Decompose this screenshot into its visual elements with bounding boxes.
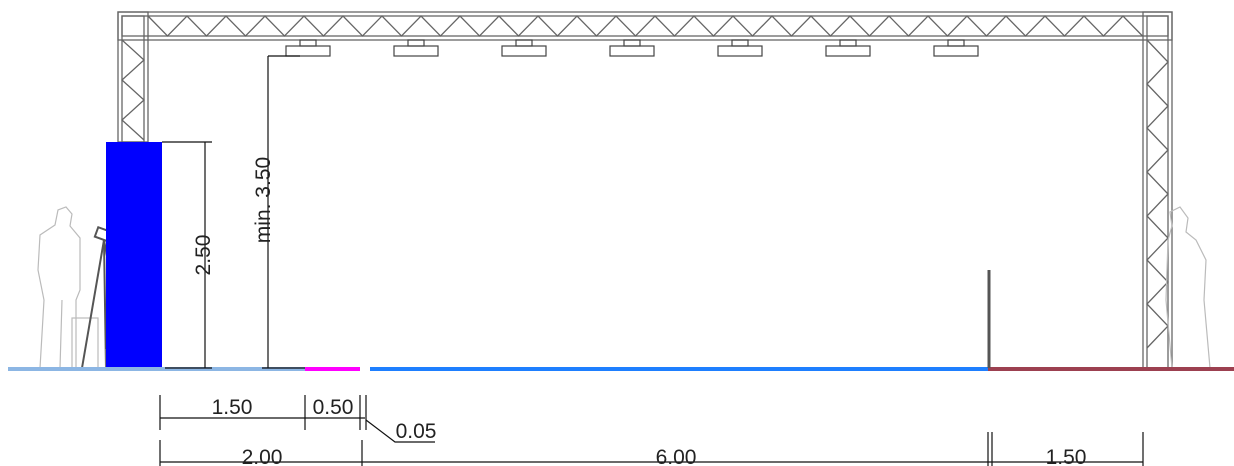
light-clamp <box>407 39 425 47</box>
dim-label: 1.50 <box>212 396 253 419</box>
light-clamp <box>839 39 857 47</box>
truss-diagonals <box>1146 39 1169 349</box>
light-clamp <box>947 39 965 47</box>
dimension-lines <box>159 55 1144 466</box>
dim-label: 1.50 <box>1046 446 1087 466</box>
truss-diagonals <box>147 15 1143 37</box>
light-clamp <box>623 39 641 47</box>
light-clamp <box>299 39 317 47</box>
truss-diagonals <box>121 39 145 141</box>
light-clamp <box>731 39 749 47</box>
dim-label: 6.00 <box>656 446 697 466</box>
light <box>717 45 763 57</box>
light <box>501 45 547 57</box>
lights <box>285 39 979 57</box>
wall-height-label: 2.50 <box>192 235 215 276</box>
clear-height-label: min. 3.50 <box>252 157 275 243</box>
dim-label: 2.00 <box>242 446 283 466</box>
light <box>393 45 439 57</box>
light <box>825 45 871 57</box>
back-wall <box>106 142 162 368</box>
truss <box>117 11 1173 369</box>
light <box>609 45 655 57</box>
light <box>933 45 979 57</box>
dim-label: 0.05 <box>396 420 437 443</box>
people <box>37 206 1211 369</box>
light <box>285 45 331 57</box>
light-clamp <box>515 39 533 47</box>
dim-label: 0.50 <box>313 396 354 419</box>
